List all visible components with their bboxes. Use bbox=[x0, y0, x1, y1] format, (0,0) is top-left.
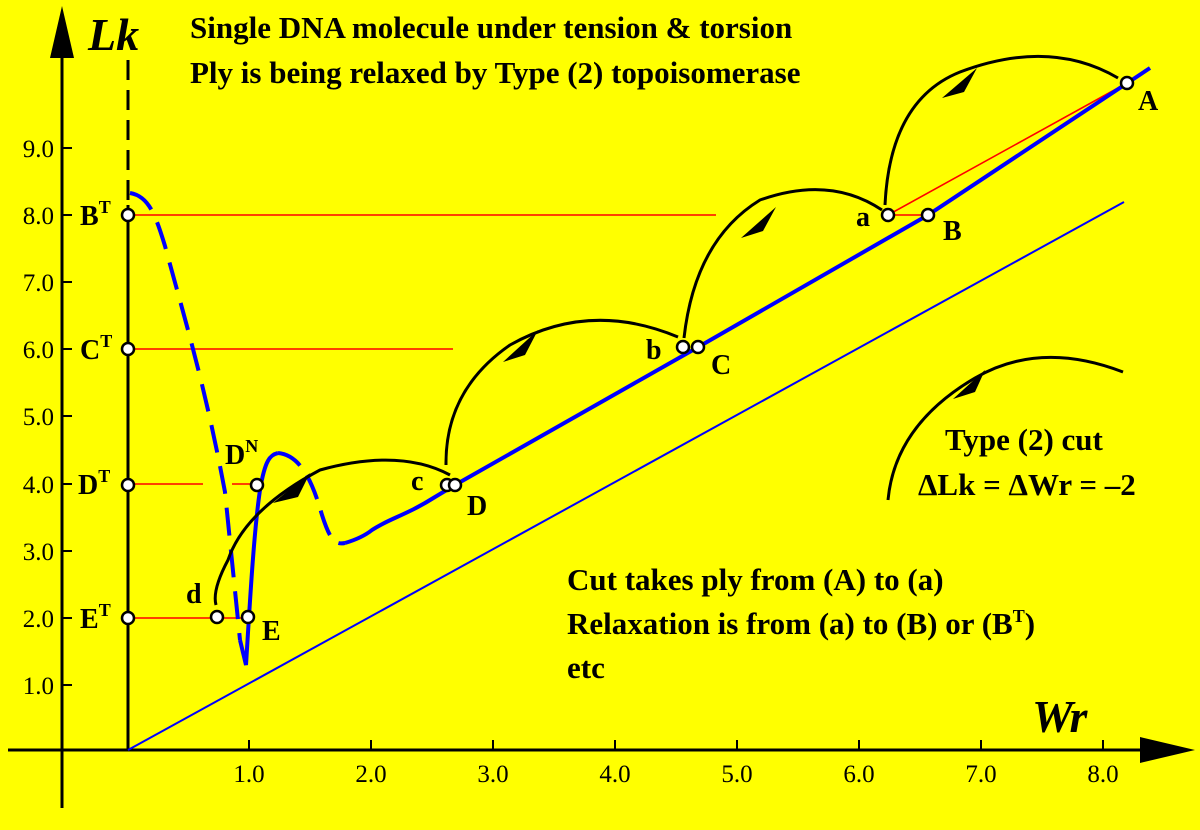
legend-arc bbox=[886, 355, 1124, 501]
x-tick-label: 2.0 bbox=[355, 761, 386, 788]
level-line-A-a bbox=[887, 82, 1128, 216]
label-CT: CT bbox=[80, 331, 112, 366]
notes: Cut takes ply from (A) to (a) Relaxation… bbox=[567, 562, 1035, 685]
level-lines bbox=[128, 82, 1128, 619]
point-DN-marker bbox=[249, 477, 265, 493]
reference-line bbox=[127, 201, 1125, 751]
y-axis-title: Lk bbox=[87, 9, 139, 60]
main-curve bbox=[344, 66, 1152, 545]
note-line-2: Relaxation is from (a) to (B) or (BT) bbox=[567, 606, 1035, 641]
x-tick-label: 7.0 bbox=[965, 761, 996, 788]
y-tick-label: 6.0 bbox=[23, 337, 54, 364]
label-C: C bbox=[711, 350, 731, 381]
point-D-marker bbox=[447, 477, 463, 493]
arrowhead-5 bbox=[953, 370, 985, 399]
y-tick-label: 7.0 bbox=[23, 270, 54, 297]
legend: Type (2) cut ΔLk = ΔWr = –2 bbox=[918, 422, 1136, 502]
y-tick-label: 3.0 bbox=[23, 539, 54, 566]
note-line-3: etc bbox=[567, 650, 605, 685]
point-A-marker bbox=[1119, 75, 1135, 91]
x-tick-label: 5.0 bbox=[721, 761, 752, 788]
arrowhead-2 bbox=[741, 207, 776, 238]
label-d: d bbox=[186, 579, 202, 610]
point-a-marker bbox=[880, 207, 896, 223]
point-CT-marker bbox=[120, 341, 136, 357]
label-D: D bbox=[467, 491, 487, 522]
point-C-marker bbox=[690, 339, 706, 355]
y-tick-label: 2.0 bbox=[23, 606, 54, 633]
title: Single DNA molecule under tension & tors… bbox=[190, 10, 801, 90]
arc-C-to-c bbox=[444, 318, 679, 466]
label-DT: DT bbox=[78, 466, 110, 501]
label-b: b bbox=[646, 335, 662, 366]
axes bbox=[8, 6, 1195, 808]
x-tick-label: 1.0 bbox=[233, 761, 264, 788]
y-axis-arrowhead bbox=[50, 6, 74, 58]
point-labels: A B C D E a b c d BT CT DT ET DN bbox=[78, 86, 1159, 647]
x-tick-label: 8.0 bbox=[1087, 761, 1118, 788]
point-B-marker bbox=[920, 207, 936, 223]
arrowhead-3 bbox=[503, 330, 538, 362]
y-tick-label: 1.0 bbox=[23, 673, 54, 700]
x-tick-labels: 1.0 2.0 3.0 4.0 5.0 6.0 7.0 8.0 bbox=[233, 761, 1118, 788]
main-curve-dashed bbox=[129, 191, 242, 641]
y-tick-label: 4.0 bbox=[23, 472, 54, 499]
label-B: B bbox=[943, 216, 962, 247]
point-BT-marker bbox=[120, 207, 136, 223]
x-tick-label: 4.0 bbox=[599, 761, 630, 788]
label-E: E bbox=[262, 616, 281, 647]
title-line-2: Ply is being relaxed by Type (2) topoiso… bbox=[190, 55, 801, 90]
y-tick-labels: 1.0 2.0 3.0 4.0 5.0 6.0 7.0 8.0 9.0 bbox=[23, 136, 54, 700]
x-tick-label: 6.0 bbox=[843, 761, 874, 788]
arc-arrowheads bbox=[273, 68, 985, 503]
y-tick-marks bbox=[62, 147, 72, 686]
arc-B-to-b bbox=[682, 188, 883, 339]
title-line-1: Single DNA molecule under tension & tors… bbox=[190, 10, 792, 45]
label-a: a bbox=[856, 202, 870, 233]
x-tick-label: 3.0 bbox=[477, 761, 508, 788]
note-line-1: Cut takes ply from (A) to (a) bbox=[567, 562, 944, 597]
point-markers bbox=[120, 75, 1135, 626]
point-DT-marker bbox=[120, 477, 136, 493]
legend-line-2: ΔLk = ΔWr = –2 bbox=[918, 467, 1136, 502]
wiggle-curve-dashed bbox=[277, 451, 346, 546]
x-axis-title: Wr bbox=[1032, 691, 1088, 742]
point-ET-marker bbox=[120, 610, 136, 626]
x-axis-arrowhead bbox=[1140, 737, 1195, 763]
y-tick-label: 9.0 bbox=[23, 136, 54, 163]
point-E-marker bbox=[240, 609, 256, 625]
label-DN: DN bbox=[225, 436, 258, 471]
y-tick-label: 8.0 bbox=[23, 203, 54, 230]
y-tick-label: 5.0 bbox=[23, 404, 54, 431]
arrowhead-4 bbox=[273, 473, 310, 503]
legend-line-1: Type (2) cut bbox=[945, 422, 1104, 457]
point-b-marker bbox=[675, 339, 691, 355]
arrowhead-1 bbox=[942, 68, 977, 98]
x-tick-marks bbox=[248, 740, 1104, 750]
arc-D-to-d bbox=[213, 458, 451, 606]
point-d-marker bbox=[209, 609, 225, 625]
label-A: A bbox=[1138, 86, 1159, 117]
label-ET: ET bbox=[80, 600, 111, 635]
label-BT: BT bbox=[80, 197, 111, 232]
label-c: c bbox=[411, 466, 423, 497]
transition-arcs bbox=[213, 54, 1124, 606]
arc-A-to-a bbox=[883, 54, 1119, 206]
